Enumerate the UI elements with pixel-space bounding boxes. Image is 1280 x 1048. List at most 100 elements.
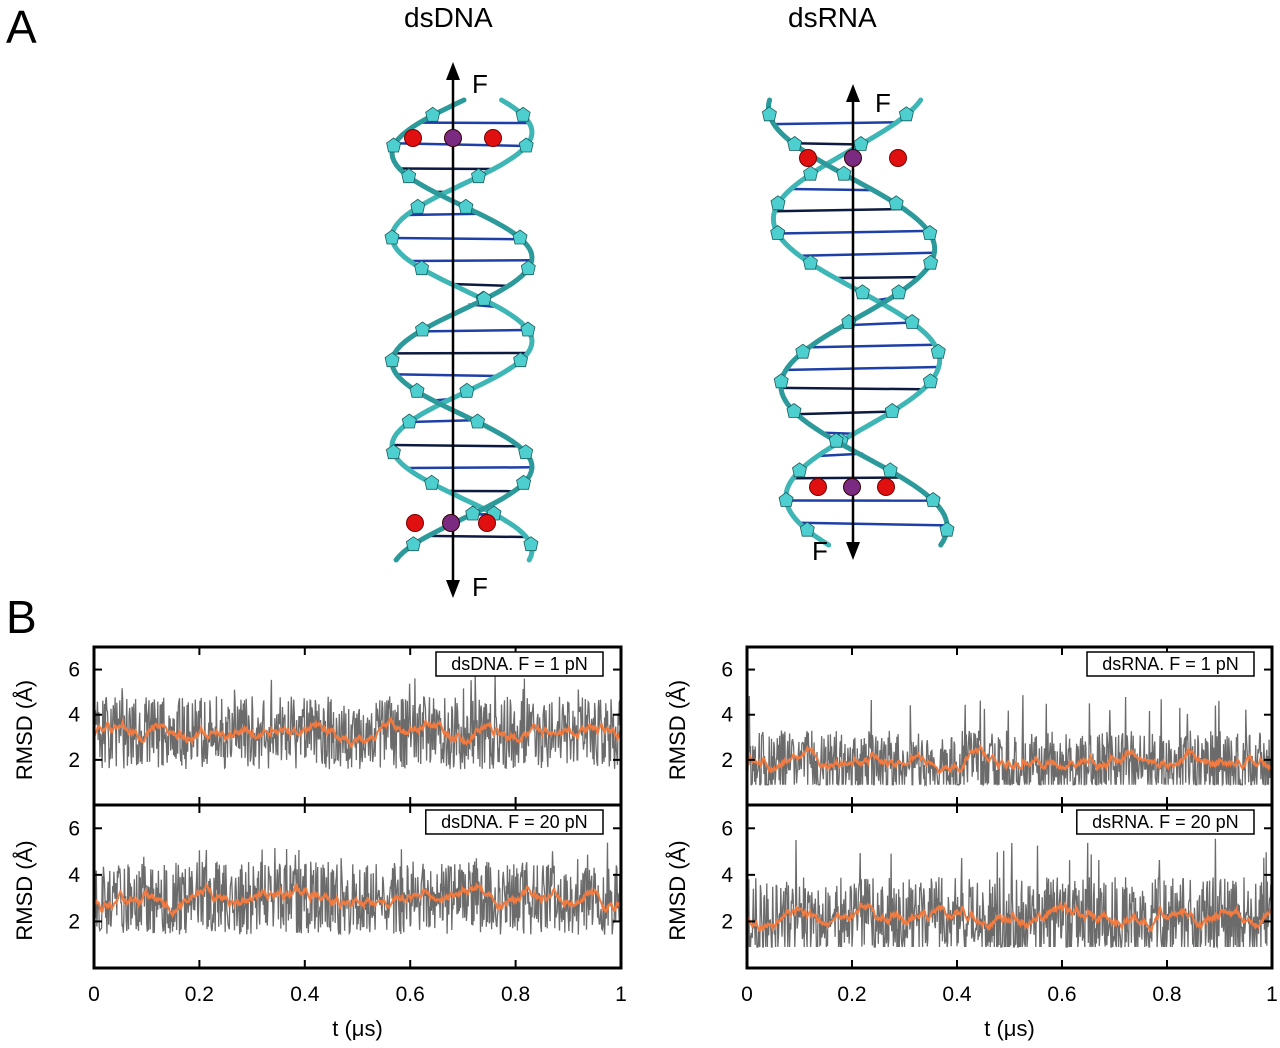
x-axis-label: t (μs) xyxy=(984,1016,1035,1041)
dsrna-force-label-top: F xyxy=(875,88,891,118)
force-arrowhead-up xyxy=(846,84,860,102)
sugar-ring xyxy=(385,444,401,460)
sugar-ring xyxy=(410,198,426,214)
smoothed-rmsd-line xyxy=(746,900,1273,934)
sugar-ring xyxy=(515,106,531,122)
dsdna-title: dsDNA xyxy=(404,2,493,33)
dsrna-bottom-phosphorus-atom xyxy=(843,478,861,496)
legend-box xyxy=(1076,809,1255,835)
force-arrowhead-up xyxy=(446,62,460,80)
base-pair xyxy=(772,121,897,126)
y-tick-label: 2 xyxy=(68,910,80,933)
sugar-ring xyxy=(523,536,539,552)
panel-a-label: A xyxy=(6,1,37,53)
y-axis-label: RMSD (Å) xyxy=(665,840,690,940)
y-tick-label: 4 xyxy=(68,864,80,887)
dsrna-bottom-oxygen-atom xyxy=(877,478,895,496)
smoothed-rmsd-line xyxy=(746,744,1273,775)
dsrna-force-label-bottom: F xyxy=(812,536,828,566)
x-tick-label: 0 xyxy=(741,983,753,1006)
base-pair xyxy=(397,373,498,378)
sugar-ring xyxy=(787,136,803,151)
base-pair xyxy=(835,275,919,280)
x-tick-label: 0 xyxy=(88,983,100,1006)
dsrna-top-oxygen-atom xyxy=(889,149,907,167)
legend-label: dsRNA. F = 20 pN xyxy=(1092,812,1239,832)
smoothed-rmsd-line xyxy=(93,715,622,749)
sugar-ring xyxy=(465,505,481,521)
sugar-ring xyxy=(386,137,402,153)
sugar-ring xyxy=(459,382,475,398)
base-pair xyxy=(422,328,528,333)
dsdna-bottom-phosphorus-atom xyxy=(442,514,460,532)
dsrna-bottom-oxygen-atom xyxy=(809,478,827,496)
sugar-ring xyxy=(884,403,900,418)
y-tick-label: 6 xyxy=(68,817,80,840)
rmsd-chart-4: 2 4 6 0 0.2 0.4 0.6 0.8 1 RMSD (Å) t (μs) dsRNA. F … xyxy=(665,803,1278,1041)
base-pair xyxy=(426,534,527,539)
sugar-ring xyxy=(778,492,794,507)
sugar-ring xyxy=(898,106,914,122)
legend-label: dsRNA. F = 1 pN xyxy=(1102,654,1239,674)
sugar-ring xyxy=(414,260,430,276)
sugar-ring xyxy=(773,373,789,389)
raw-rmsd-line xyxy=(93,842,622,936)
sugar-ring xyxy=(925,492,941,507)
raw-rmsd-line xyxy=(93,674,622,770)
sugar-ring xyxy=(828,432,844,448)
sugar-ring xyxy=(513,352,529,368)
dsdna-bottom-oxygen-atom xyxy=(406,514,424,532)
sugar-ring xyxy=(384,352,400,368)
sugar-ring xyxy=(930,343,946,359)
smoothed-rmsd-line xyxy=(93,881,622,919)
sugar-ring xyxy=(401,413,417,429)
base-pair xyxy=(793,410,893,416)
sugar-ring xyxy=(401,168,417,184)
base-pair xyxy=(392,443,518,448)
base-pair xyxy=(774,207,908,213)
sugar-ring xyxy=(803,165,819,181)
x-tick-label: 0.4 xyxy=(942,983,972,1006)
base-pair xyxy=(409,259,532,263)
sugar-ring xyxy=(520,260,536,276)
sugar-ring xyxy=(425,106,441,122)
dsdna-top-oxygen-atom xyxy=(484,129,502,147)
sugar-ring xyxy=(799,521,815,537)
sugar-ring xyxy=(904,314,920,329)
dsrna-force-axis xyxy=(846,84,860,560)
base-pair xyxy=(406,466,532,470)
sugar-ring xyxy=(853,136,869,151)
y-axis-label: RMSD (Å) xyxy=(12,680,37,780)
raw-rmsd-line xyxy=(746,695,1273,787)
base-pair xyxy=(451,282,512,288)
sugar-ring xyxy=(516,474,532,490)
sugar-ring xyxy=(770,195,786,211)
base-pair xyxy=(823,431,854,435)
sugar-ring xyxy=(855,284,870,300)
plot-frame xyxy=(92,803,623,970)
dsdna-force-label-top: F xyxy=(472,69,488,99)
y-axis-label: RMSD (Å) xyxy=(12,840,37,940)
plot-frame xyxy=(745,803,1274,970)
y-axis-label: RMSD (Å) xyxy=(665,680,690,780)
x-tick-label: 0.8 xyxy=(1152,983,1181,1006)
base-pair xyxy=(392,236,521,241)
sugar-ring xyxy=(518,444,534,460)
x-tick-label: 0.4 xyxy=(290,983,320,1006)
y-tick-label: 2 xyxy=(721,910,733,933)
y-tick-label: 2 xyxy=(721,749,733,772)
x-tick-label: 0.8 xyxy=(501,983,530,1006)
x-axis-label: t (μs) xyxy=(332,1016,383,1041)
rmsd-chart-3: 2 4 6 0 0.2 0.4 0.6 0.8 1 RMSD (Å) t (μs) dsDNA. F … xyxy=(12,803,627,1041)
sugar-ring xyxy=(922,225,938,240)
y-tick-label: 2 xyxy=(68,749,80,772)
raw-rmsd-line xyxy=(746,838,1273,949)
sugar-ring xyxy=(792,462,807,478)
dsrna-helix xyxy=(761,97,955,548)
dsdna-force-axis xyxy=(446,62,460,598)
y-tick-label: 6 xyxy=(68,659,80,682)
sugar-ring xyxy=(384,229,400,245)
sugar-ring xyxy=(458,198,474,214)
base-pair xyxy=(792,476,903,480)
